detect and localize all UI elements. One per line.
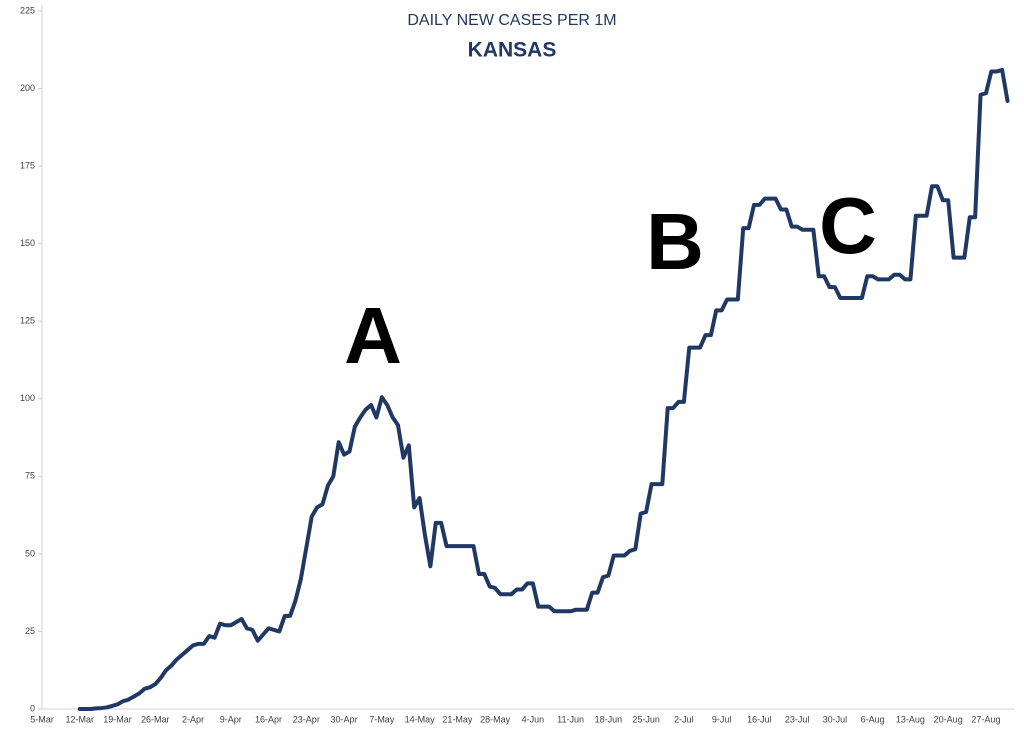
annotation: B [646,197,704,286]
x-tick-label: 23-Jul [785,714,810,724]
y-tick-label: 25 [25,626,35,636]
y-tick-label: 225 [20,5,35,15]
chart-title: DAILY NEW CASES PER 1M [407,12,616,29]
y-tick-label: 50 [25,548,35,558]
x-tick-label: 18-Jun [595,714,623,724]
x-tick-label: 9-Apr [220,714,242,724]
x-tick-label: 5-Mar [30,714,54,724]
data-line [77,67,1010,711]
x-tick-label: 2-Jul [674,714,694,724]
x-tick-label: 11-Jun [557,714,584,724]
x-tick-label: 16-Apr [255,714,282,724]
x-tick-label: 4-Jun [522,714,545,724]
annotation: A [344,291,402,380]
x-tick-label: 16-Jul [747,714,772,724]
y-tick-label: 100 [20,393,35,403]
x-tick-label: 7-May [369,714,395,724]
x-tick-label: 21-May [442,714,473,724]
x-tick-label: 27-Aug [971,714,1000,724]
y-tick-label: 75 [25,471,35,481]
x-tick-label: 23-Apr [293,714,320,724]
y-tick-label: 200 [20,83,35,93]
chart-subtitle: KANSAS [468,39,557,62]
x-tick-label: 20-Aug [934,714,963,724]
x-tick-label: 2-Apr [182,714,204,724]
y-tick-label: 150 [20,238,35,248]
x-tick-label: 19-Mar [103,714,132,724]
x-tick-label: 14-May [405,714,436,724]
x-tick-label: 28-May [480,714,511,724]
x-tick-label: 12-Mar [66,714,95,724]
y-tick-label: 125 [20,316,35,326]
y-tick-label: 175 [20,160,35,170]
x-tick-label: 30-Apr [331,714,358,724]
annotation: C [819,181,877,270]
x-tick-label: 6-Aug [861,714,885,724]
x-tick-label: 13-Aug [896,714,925,724]
x-tick-label: 25-Jun [632,714,660,724]
y-tick-label: 0 [30,703,35,713]
x-tick-label: 30-Jul [823,714,848,724]
x-tick-label: 9-Jul [712,714,732,724]
x-tick-label: 26-Mar [141,714,170,724]
